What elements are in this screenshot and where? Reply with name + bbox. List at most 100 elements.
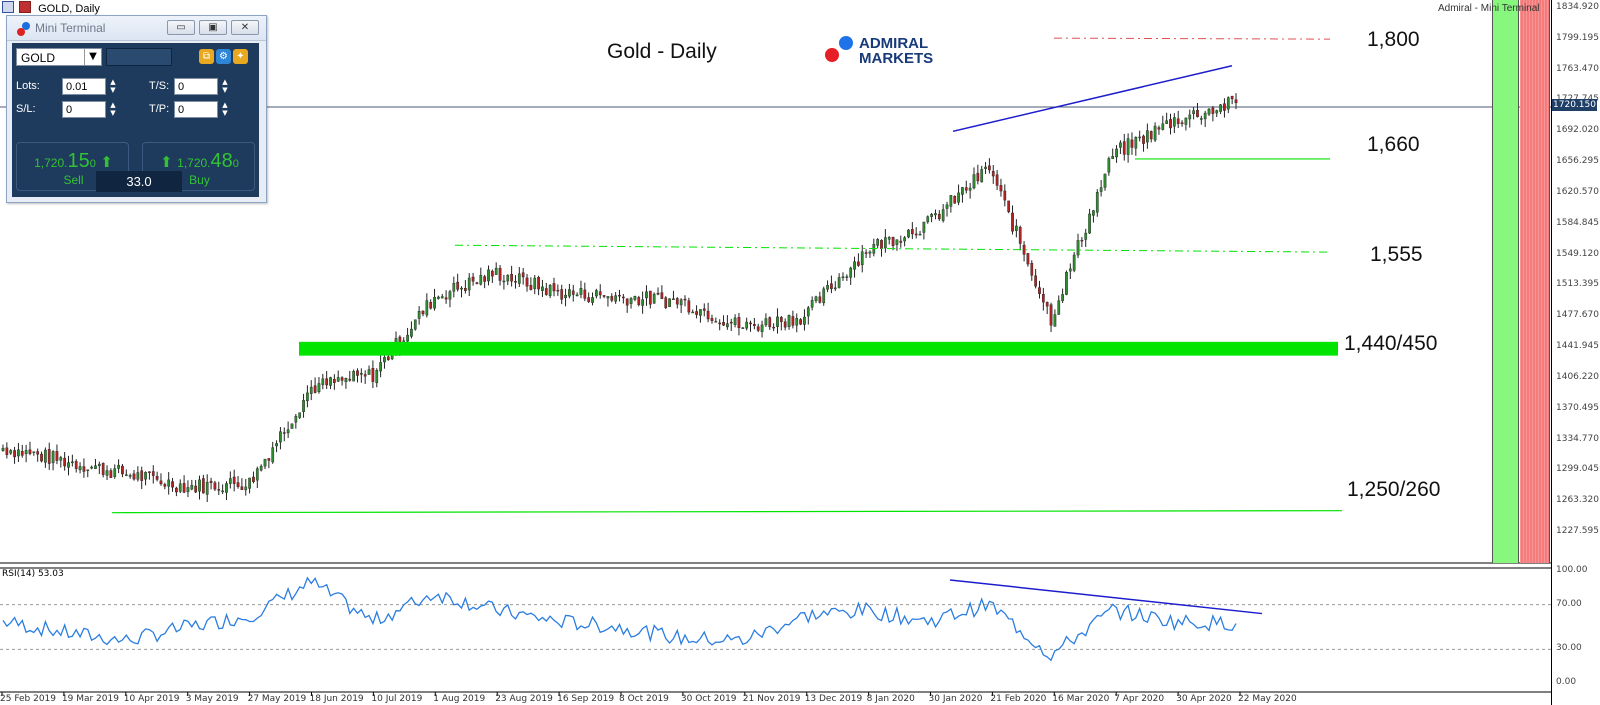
lots-input[interactable]: 0.01 [62, 78, 106, 95]
candle-body [1172, 117, 1176, 127]
level-label-1555: 1,555 [1370, 243, 1423, 266]
candle-body [248, 477, 251, 489]
candle-body [113, 468, 117, 477]
candle-body [610, 296, 614, 301]
candle-body [895, 239, 899, 245]
candle-body [379, 362, 382, 372]
candle-body [587, 297, 591, 302]
candle-body [687, 300, 691, 313]
close-icon[interactable]: ✕ [231, 20, 259, 35]
candle-body [171, 481, 174, 488]
candle-body [429, 302, 433, 309]
candle-body [976, 172, 980, 182]
candle-body [221, 490, 224, 493]
candle-body [386, 356, 390, 361]
level-label-1800: 1,800 [1367, 28, 1420, 51]
time-tick-label: 30 Oct 2019 [680, 694, 737, 704]
candle-body [880, 240, 883, 249]
candle-body [117, 464, 120, 469]
support-line-1555 [454, 244, 1331, 253]
candle-body [186, 487, 190, 493]
indicator-label: Admiral - Mini Terminal [1438, 3, 1540, 14]
candle-body [968, 187, 972, 191]
mini-terminal-window[interactable]: Mini Terminal ▭ ▣ ✕ GOLD ▼ ⧉ ⚙ ✦ Lots: 0… [6, 15, 267, 203]
candle-body [198, 479, 201, 492]
candle-body [988, 165, 991, 171]
candle-body [213, 482, 217, 490]
candle-body [1034, 275, 1037, 287]
candle-body [753, 324, 756, 326]
restore-icon[interactable]: ▣ [199, 20, 227, 35]
candle-body [1157, 127, 1161, 130]
candle-body [375, 370, 379, 384]
candle-body [922, 221, 926, 233]
candle-body [498, 267, 502, 281]
window-title-text: GOLD, Daily [38, 3, 100, 15]
candle-body [1084, 232, 1088, 240]
candle-body [679, 299, 683, 306]
candle-body [44, 449, 47, 463]
mini-terminal-titlebar[interactable]: Mini Terminal ▭ ▣ ✕ [7, 16, 266, 41]
gear-icon[interactable]: ⚙ [216, 49, 231, 64]
candle-body [1041, 294, 1045, 303]
candle-body [47, 449, 51, 464]
candle-body [236, 482, 240, 487]
buy-price-prefix: 1,720. [177, 156, 211, 170]
candle-body [1061, 294, 1064, 301]
candle-body [876, 239, 880, 246]
price-axis[interactable] [1551, 0, 1600, 705]
candle-body [945, 204, 949, 209]
candle-body [136, 472, 140, 480]
time-tick-label: 30 Jan 2020 [928, 694, 983, 704]
candle-body [232, 476, 236, 484]
candle-body [814, 296, 818, 301]
sl-label: S/L: [16, 103, 36, 115]
candle-body [756, 326, 760, 331]
candle-body [699, 309, 702, 316]
candle-body [510, 274, 513, 282]
price-tick-label: 1334.770 [1556, 433, 1599, 444]
sell-button[interactable]: 1,720.150 ⬆ Sell [16, 142, 129, 191]
candle-body [910, 229, 914, 235]
ts-input[interactable]: 0 [174, 78, 218, 95]
mini-terminal-body: GOLD ▼ ⧉ ⚙ ✦ Lots: 0.01 ▲ ▼ T/S: 0 ▲ ▼ S/L… [12, 43, 259, 197]
candle-body [1226, 97, 1230, 110]
tp-input[interactable]: 0 [174, 101, 218, 118]
candle-body [914, 233, 918, 236]
time-tick-label: 23 Aug 2019 [495, 694, 553, 704]
candle-body [1196, 109, 1199, 118]
candle-body [467, 277, 471, 291]
lots-stepper[interactable]: ▲ ▼ [110, 78, 116, 94]
tp-stepper[interactable]: ▲ ▼ [222, 101, 228, 117]
buy-pressure-bar [1492, 0, 1519, 563]
expand-icon[interactable]: ✦ [233, 49, 248, 64]
candle-body [406, 334, 409, 342]
sl-input[interactable]: 0 [62, 101, 106, 118]
candle-body [51, 451, 55, 464]
candle-body [383, 357, 386, 363]
candle-body [1211, 107, 1215, 114]
candle-body [494, 267, 498, 275]
sl-stepper[interactable]: ▲ ▼ [110, 101, 116, 117]
minimize-icon[interactable]: ▭ [167, 20, 195, 35]
candle-body [645, 291, 648, 299]
candle-body [521, 272, 525, 278]
ts-stepper[interactable]: ▲ ▼ [222, 78, 228, 94]
chevron-down-icon[interactable]: ▼ [84, 49, 101, 65]
candle-body [860, 251, 864, 266]
candle-body [90, 466, 93, 469]
copy-icon[interactable]: ⧉ [199, 49, 214, 64]
candle-body [63, 457, 67, 467]
rsi-tick-label: 100.00 [1556, 565, 1588, 575]
candle-body [772, 326, 775, 329]
candle-body [533, 277, 537, 289]
chart-title: Gold - Daily [607, 40, 717, 63]
symbol-select[interactable]: GOLD ▼ [16, 48, 102, 66]
time-tick-label: 22 May 2020 [1238, 694, 1297, 704]
candle-body [5, 447, 9, 455]
candle-body [1169, 119, 1172, 129]
candle-body [167, 479, 171, 487]
candle-body [1045, 302, 1049, 307]
